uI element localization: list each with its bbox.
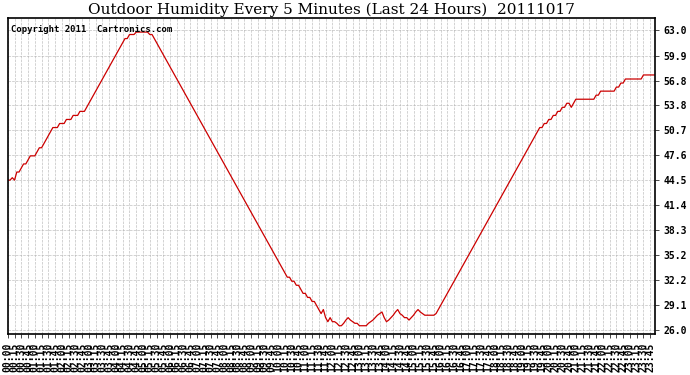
Text: Copyright 2011  Cartronics.com: Copyright 2011 Cartronics.com [11, 25, 172, 34]
Title: Outdoor Humidity Every 5 Minutes (Last 24 Hours)  20111017: Outdoor Humidity Every 5 Minutes (Last 2… [88, 3, 575, 17]
